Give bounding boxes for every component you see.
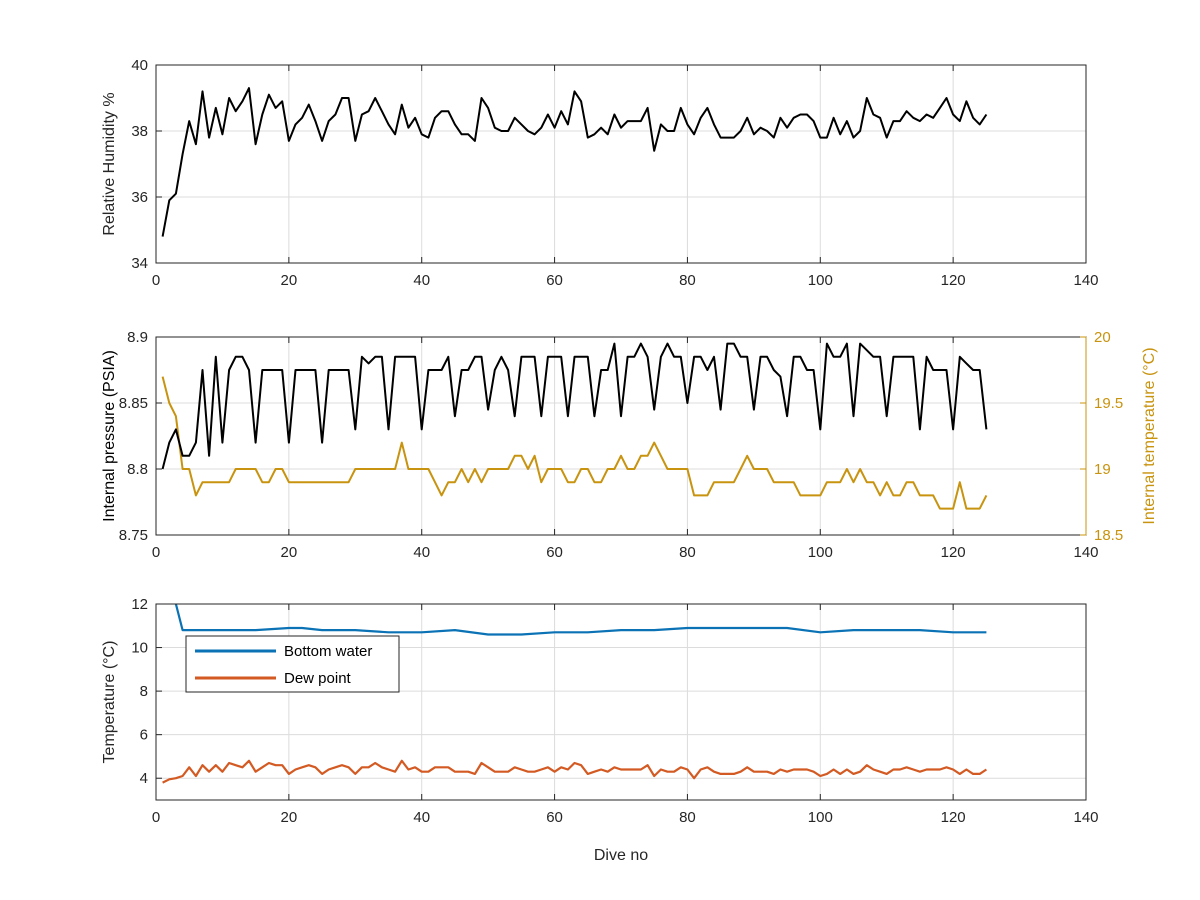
x-tick-label-120: 120: [941, 544, 966, 561]
x-tick-label-40: 40: [413, 272, 430, 289]
x-tick-label-40: 40: [413, 809, 430, 826]
y-tick-label-8.75: 8.75: [119, 527, 148, 544]
dew-point-line: [162, 759, 988, 784]
temperature-right-y-label: Internal temperature (°C): [1141, 347, 1158, 524]
humidity-panel: 0 20 40 60 80 100 120 140 34 36 38 40 Relative Hum…: [101, 57, 1099, 289]
x-tick-label-80: 80: [679, 544, 696, 561]
pressure-panel: 0 20 40 60 80 100 120 140 8.75 8.8 8.85 8.9 18.5 19…: [101, 329, 1158, 561]
legend-label-dew-point: Dew point: [284, 670, 352, 687]
humidity-axes-frame: [155, 64, 1087, 264]
x-tick-label-40: 40: [413, 544, 430, 561]
y-tick-label-8.8: 8.8: [127, 461, 148, 478]
right-y-tick-label-20: 20: [1094, 329, 1111, 346]
internal-pressure-line: [161, 342, 988, 470]
x-tick-label-60: 60: [546, 272, 563, 289]
y-tick-label-38: 38: [131, 123, 148, 140]
pressure-x-ticks: 0 20 40 60 80 100 120 140: [152, 337, 1099, 561]
bottom-water-line: [174, 604, 987, 636]
y-tick-label-4: 4: [140, 770, 148, 787]
x-tick-label-20: 20: [281, 272, 298, 289]
x-tick-label-100: 100: [808, 272, 833, 289]
pressure-series: [161, 342, 988, 510]
x-tick-label-0: 0: [152, 272, 160, 289]
right-y-tick-label-19: 19: [1094, 461, 1111, 478]
x-tick-label-140: 140: [1073, 272, 1098, 289]
internal-temperature-line: [161, 376, 988, 510]
temperature-legend: Bottom water Dew point: [185, 635, 400, 693]
y-tick-label-12: 12: [131, 596, 148, 613]
y-tick-label-8.85: 8.85: [119, 395, 148, 412]
x-tick-label-0: 0: [152, 544, 160, 561]
temperature-series: [162, 604, 988, 784]
y-tick-label-6: 6: [140, 727, 148, 744]
humidity-x-ticks: 0 20 40 60 80 100 120 140: [152, 65, 1099, 289]
y-tick-label-8.9: 8.9: [127, 329, 148, 346]
humidity-series: [161, 87, 988, 237]
y-tick-label-36: 36: [131, 189, 148, 206]
y-tick-label-34: 34: [131, 255, 148, 272]
y-tick-label-40: 40: [131, 57, 148, 74]
x-tick-label-140: 140: [1073, 809, 1098, 826]
x-tick-label-20: 20: [281, 809, 298, 826]
pressure-y-ticks: 8.75 8.8 8.85 8.9: [119, 329, 162, 544]
x-tick-label-100: 100: [808, 544, 833, 561]
humidity-y-ticks: 34 36 38 40: [131, 57, 162, 272]
humidity-y-label: Relative Humidity %: [101, 92, 118, 235]
x-tick-label-120: 120: [941, 809, 966, 826]
right-y-tick-label-18.5: 18.5: [1094, 527, 1123, 544]
y-tick-label-8: 8: [140, 683, 148, 700]
x-tick-label-60: 60: [546, 544, 563, 561]
x-tick-label-0: 0: [152, 809, 160, 826]
x-tick-label-80: 80: [679, 272, 696, 289]
x-tick-label-120: 120: [941, 272, 966, 289]
x-tick-label-80: 80: [679, 809, 696, 826]
temperature-axes-frame: [155, 603, 1087, 801]
x-tick-label-140: 140: [1073, 544, 1098, 561]
temperature-x-ticks: 0 20 40 60 80 100 120 140: [152, 604, 1099, 826]
x-tick-label-60: 60: [546, 809, 563, 826]
pressure-y-label: Internal pressure (PSIA): [101, 350, 118, 522]
legend-box: [185, 635, 400, 693]
temperature-y-label: Temperature (°C): [101, 641, 118, 764]
x-axis-label: Dive no: [594, 847, 648, 864]
pressure-right-y-ticks: 18.5 19 19.5 20: [1080, 329, 1123, 544]
right-y-tick-label-19.5: 19.5: [1094, 395, 1123, 412]
temperature-y-ticks: 4 6 8 10 12: [131, 596, 162, 787]
temperature-panel: 0 20 40 60 80 100 120 140 4 6 8 10 12 Temperature (…: [101, 596, 1099, 864]
x-tick-label-100: 100: [808, 809, 833, 826]
x-tick-label-20: 20: [281, 544, 298, 561]
y-tick-label-10: 10: [131, 640, 148, 657]
legend-label-bottom-water: Bottom water: [284, 643, 372, 660]
humidity-line: [161, 87, 988, 237]
